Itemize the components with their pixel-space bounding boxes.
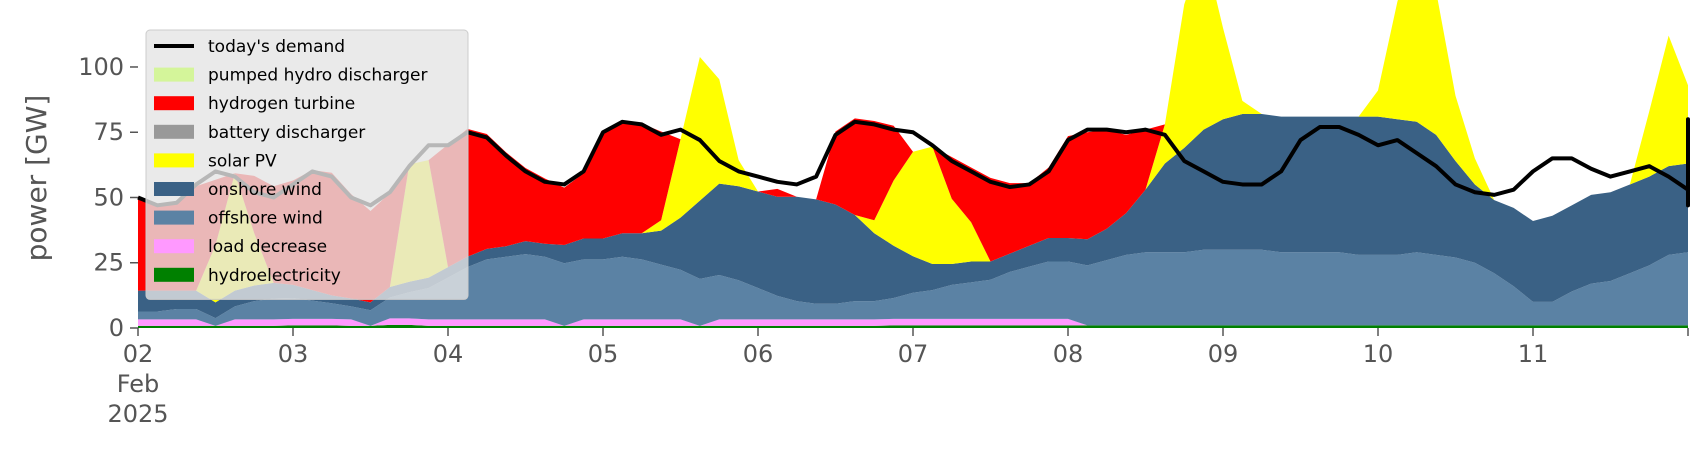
- legend-label-load-decrease: load decrease: [208, 237, 327, 257]
- area-load-decrease: [138, 318, 1688, 326]
- x-tick-label: 09: [1208, 340, 1239, 368]
- y-axis-label: power [GW]: [20, 95, 53, 262]
- legend-label-hydrogen-turbine: hydrogen turbine: [208, 94, 355, 114]
- x-tick-label: 04: [433, 340, 464, 368]
- legend-label-onshore-wind: onshore wind: [208, 180, 322, 200]
- area-offshore-wind: [138, 245, 1688, 326]
- legend-swatch-hydroelectricity: [154, 267, 194, 282]
- legend-swatch-pumped-hydro-discharger: [154, 67, 194, 82]
- x-tick-sublabel-year: 2025: [107, 400, 168, 428]
- legend-swatch-offshore-wind: [154, 210, 194, 225]
- legend-swatch-load-decrease: [154, 239, 194, 254]
- y-tick-label: 25: [93, 249, 124, 277]
- y-tick-label: 100: [78, 53, 124, 81]
- area-solar-pv: [138, 0, 1688, 325]
- area-onshore-wind: [138, 63, 1688, 325]
- legend-label-offshore-wind: offshore wind: [208, 209, 323, 229]
- area-hydroelectricity: [138, 324, 1688, 328]
- legend-swatch-hydrogen-turbine: [154, 96, 194, 111]
- legend-label-pumped-hydro-discharger: pumped hydro discharger: [208, 66, 427, 86]
- x-tick-label: 03: [278, 340, 309, 368]
- x-tick-label: 06: [743, 340, 774, 368]
- x-tick-label: 11: [1518, 340, 1549, 368]
- legend-label-hydroelectricity: hydroelectricity: [208, 266, 341, 286]
- legend-label-battery-discharger: battery discharger: [208, 123, 365, 143]
- x-tick-label: 07: [898, 340, 929, 368]
- legend-swatch-battery-discharger: [154, 124, 194, 139]
- y-tick-label: 50: [93, 183, 124, 211]
- legend: today's demand pumped hydro discharger hyd…: [145, 29, 469, 300]
- x-tick-label: 10: [1363, 340, 1394, 368]
- y-tick-label: 75: [93, 118, 124, 146]
- x-tick-label: 05: [588, 340, 619, 368]
- y-tick-label: 0: [109, 314, 124, 342]
- legend-swatch-solar-pv: [154, 153, 194, 168]
- legend-swatch-onshore-wind: [154, 182, 194, 196]
- legend-label-solar-pv: solar PV: [208, 151, 277, 171]
- demand-layer: [137, 117, 1690, 208]
- legend-label-today-s-demand: today's demand: [208, 37, 345, 57]
- legend-box: [145, 29, 469, 300]
- demand-line: [137, 117, 1690, 208]
- x-tick-label: 02: [123, 340, 154, 368]
- x-tick-label: 08: [1053, 340, 1084, 368]
- x-tick-sublabel-month: Feb: [117, 370, 160, 398]
